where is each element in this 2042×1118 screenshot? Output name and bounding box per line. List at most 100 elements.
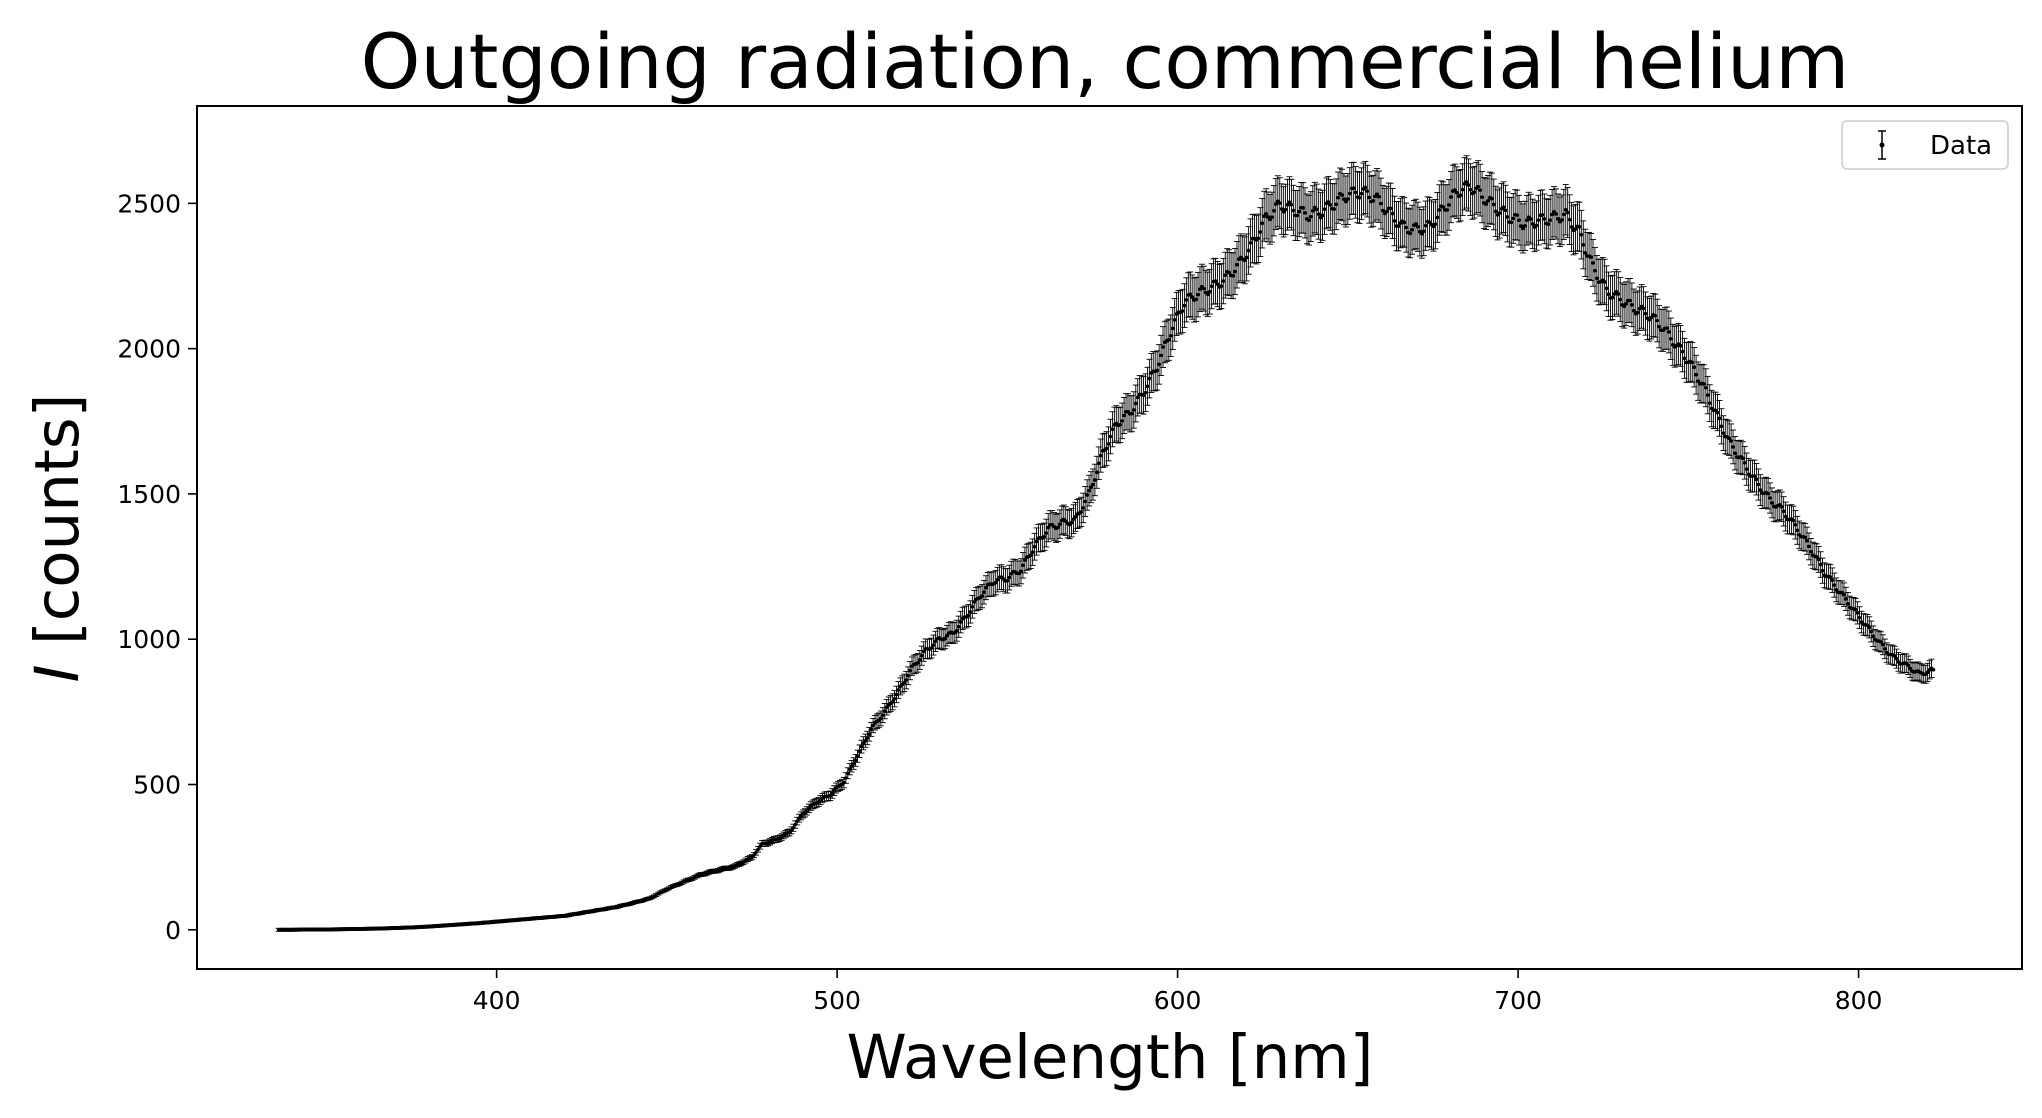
y-tick-label: 1500 [117,480,181,509]
data-point [1501,205,1506,209]
data-point [1309,214,1313,219]
data-point [1410,227,1414,232]
y-axis-label-variable: I [22,664,93,682]
data-point [1573,227,1578,231]
legend-entry-data: Data [1930,131,1992,161]
data-point [1431,224,1436,229]
data-point [1320,213,1325,218]
data-point [1375,192,1379,197]
data-point [1260,221,1265,226]
data-point [1707,401,1712,405]
x-tick-label: 600 [1154,986,1202,1015]
data-point [995,577,1000,582]
data-point [1365,189,1370,193]
data-point [1213,279,1218,283]
data-point [1209,284,1214,289]
data-point [1028,553,1033,558]
data-point [904,678,908,682]
plot-frame [196,105,2023,970]
data-point [931,643,936,647]
data-point [1818,562,1823,567]
data-point [1091,482,1095,487]
data-point [1301,206,1305,210]
data-point [1894,656,1899,661]
data-point [1404,225,1409,230]
data-point [1892,654,1897,658]
data-point [993,580,998,585]
data-point [1931,667,1936,672]
data-point [1120,419,1124,423]
legend-box [1841,120,2009,170]
data-point [1906,663,1910,668]
data-point [882,709,887,713]
data-point [857,749,862,753]
data-point [1161,345,1165,349]
data-point [1729,439,1733,443]
data-point [793,822,798,827]
data-point [1484,202,1488,206]
data-point [1087,488,1091,493]
data-point [1779,505,1784,509]
data-point [1303,211,1307,215]
data-point [1630,303,1634,307]
data-point [1023,558,1027,562]
data-point [1180,309,1185,313]
data-point [1344,199,1348,204]
data-point [918,658,922,662]
data-point [1106,442,1111,446]
data-point [1435,215,1440,220]
data-point [847,767,852,772]
data-point [1563,207,1568,212]
data-point [1472,190,1477,195]
data-point [1655,318,1659,323]
data-point [1454,190,1459,195]
data-point [1096,461,1101,466]
data-point [1381,208,1385,213]
data-point [830,791,835,796]
data-point [1283,207,1288,212]
data-point [1095,470,1099,475]
data-point [1270,215,1274,219]
data-point [1567,217,1572,222]
data-point [1653,313,1658,318]
data-point [855,754,860,759]
data-point [1421,229,1426,234]
data-point [1635,310,1640,315]
data-point [1478,188,1482,192]
data-point [1766,491,1770,496]
data-point [1554,212,1558,216]
data-point [1622,304,1626,309]
data-point [1392,219,1397,223]
data-point [1244,255,1249,260]
data-point [1593,268,1597,273]
data-point [1816,557,1821,562]
data-point [1030,550,1035,554]
data-point [1702,382,1706,386]
data-point [1145,384,1150,389]
data-point [1246,248,1251,253]
data-point [982,590,986,595]
data-point [1034,539,1039,544]
data-point [1569,225,1574,229]
data-point [1167,337,1171,342]
data-point [1044,531,1049,535]
data-point [958,620,963,624]
legend[interactable]: Data [1841,120,2009,170]
data-point [1042,535,1047,539]
data-point [1367,195,1372,200]
data-point [1256,236,1261,241]
data-point [1490,196,1494,201]
x-tick-label: 700 [1494,986,1542,1015]
data-point [1828,575,1833,579]
data-point [1322,207,1327,211]
data-point [1643,311,1648,316]
data-point [865,736,870,740]
data-point [1820,568,1825,573]
data-point [1908,666,1912,671]
data-point [1493,209,1498,214]
data-point [956,624,961,629]
data-point [1628,298,1632,303]
data-point [1196,292,1200,297]
data-point [921,649,926,654]
